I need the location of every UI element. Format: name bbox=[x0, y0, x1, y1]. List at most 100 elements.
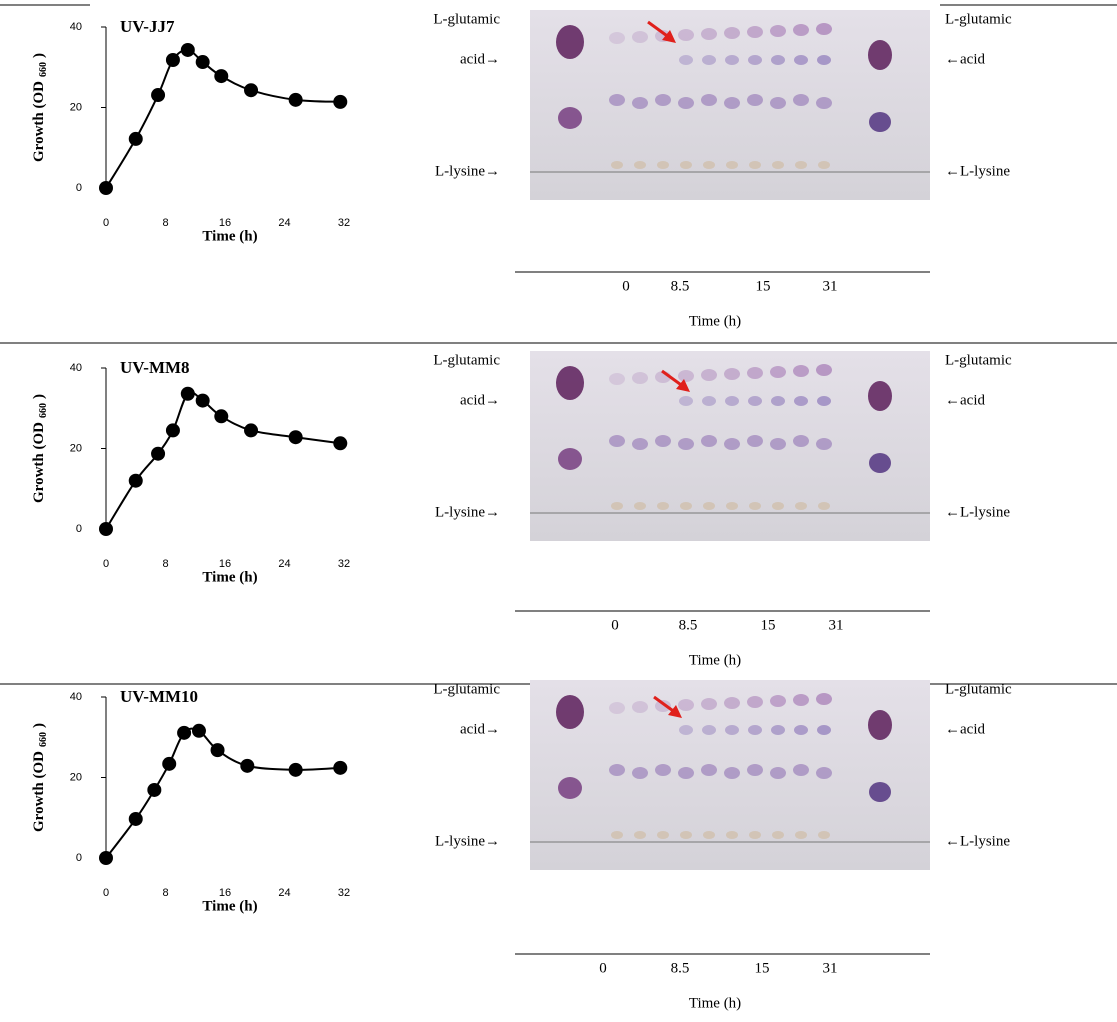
lane-spot bbox=[816, 364, 832, 376]
standard-spot bbox=[869, 782, 891, 802]
lane-spot bbox=[702, 725, 716, 735]
lane-spot bbox=[817, 55, 831, 65]
data-point bbox=[240, 758, 255, 773]
y-tick-label: 0 bbox=[76, 523, 82, 535]
data-point bbox=[180, 42, 195, 57]
data-point bbox=[288, 92, 303, 107]
data-point bbox=[195, 393, 210, 408]
data-point bbox=[99, 522, 113, 536]
data-point bbox=[177, 725, 192, 740]
lane-spot bbox=[609, 702, 625, 714]
x-tick-label: 32 bbox=[338, 558, 350, 570]
lane-spot bbox=[701, 698, 717, 710]
lane-spot bbox=[793, 694, 809, 706]
lane-spot bbox=[793, 764, 809, 776]
tlc-right-label: L-glutamic bbox=[945, 11, 1012, 27]
lane-spot bbox=[632, 97, 648, 109]
data-point bbox=[244, 423, 259, 438]
chart-title: UV-JJ7 bbox=[120, 17, 175, 36]
standard-spot bbox=[868, 40, 892, 70]
lane-spot bbox=[794, 55, 808, 65]
standard-spot bbox=[558, 448, 582, 470]
lane-spot bbox=[795, 502, 807, 510]
y-tick-label: 20 bbox=[70, 771, 82, 783]
lane-spot bbox=[770, 767, 786, 779]
standard-spot bbox=[869, 453, 891, 473]
data-point bbox=[162, 756, 177, 771]
x-tick-label: 16 bbox=[219, 217, 231, 229]
lane-spot bbox=[793, 435, 809, 447]
y-axis-label-sub: 660 bbox=[38, 403, 49, 418]
standard-spot bbox=[558, 777, 582, 799]
lane-spot bbox=[609, 764, 625, 776]
lane-spot bbox=[818, 831, 830, 839]
tlc-left-label: L-glutamic bbox=[433, 681, 500, 697]
x-axis-label: Time (h) bbox=[202, 228, 257, 244]
tlc-right-label: L-glutamic bbox=[945, 681, 1012, 697]
lane-spot bbox=[747, 26, 763, 38]
lane-spot bbox=[701, 94, 717, 106]
lane-spot bbox=[609, 94, 625, 106]
y-axis-label-end: ) bbox=[31, 53, 47, 58]
time-tick-label: 15 bbox=[755, 960, 770, 976]
data-point bbox=[128, 131, 143, 146]
lane-spot bbox=[816, 97, 832, 109]
x-tick-label: 0 bbox=[103, 558, 109, 570]
lane-spot bbox=[771, 396, 785, 406]
time-axis-label: Time (h) bbox=[689, 652, 741, 668]
lane-spot bbox=[634, 831, 646, 839]
lane-spot bbox=[655, 764, 671, 776]
tlc-left-label: acid→ bbox=[460, 51, 500, 67]
lane-spot bbox=[655, 700, 671, 712]
data-point bbox=[210, 743, 225, 758]
lane-spot bbox=[657, 831, 669, 839]
x-tick-label: 32 bbox=[338, 887, 350, 899]
data-point bbox=[333, 760, 348, 775]
x-tick-label: 24 bbox=[278, 558, 290, 570]
data-point bbox=[214, 69, 229, 84]
lane-spot bbox=[632, 438, 648, 450]
lane-spot bbox=[770, 25, 786, 37]
lane-spot bbox=[748, 725, 762, 735]
highlight-arrowhead bbox=[676, 379, 690, 392]
x-axis-label: Time (h) bbox=[202, 569, 257, 585]
lane-spot bbox=[749, 831, 761, 839]
lane-spot bbox=[770, 366, 786, 378]
data-point bbox=[99, 181, 113, 195]
lane-spot bbox=[724, 697, 740, 709]
data-point bbox=[333, 436, 348, 451]
lane-spot bbox=[657, 161, 669, 169]
lane-spot bbox=[770, 695, 786, 707]
lane-spot bbox=[772, 831, 784, 839]
lane-spot bbox=[793, 365, 809, 377]
lane-spot bbox=[817, 725, 831, 735]
x-tick-label: 16 bbox=[219, 558, 231, 570]
data-point bbox=[214, 409, 229, 424]
series-line bbox=[105, 48, 341, 189]
data-point bbox=[288, 430, 303, 445]
x-axis-label: Time (h) bbox=[202, 898, 257, 914]
highlight-arrowhead bbox=[668, 705, 682, 718]
y-axis-label: Growth (OD 660) bbox=[31, 394, 49, 503]
data-point bbox=[147, 782, 162, 797]
lane-spot bbox=[609, 435, 625, 447]
data-point bbox=[128, 811, 143, 826]
data-point bbox=[151, 446, 166, 461]
time-tick-label: 0 bbox=[611, 617, 619, 633]
y-axis-label-text: Growth (OD bbox=[31, 81, 47, 162]
lane-spot bbox=[678, 29, 694, 41]
lane-spot bbox=[679, 55, 693, 65]
tlc-left-label: L-lysine→ bbox=[435, 833, 500, 849]
lane-spot bbox=[632, 701, 648, 713]
lane-spot bbox=[747, 94, 763, 106]
lane-spot bbox=[609, 373, 625, 385]
lane-spot bbox=[611, 831, 623, 839]
tlc-right-label: ←L-lysine bbox=[945, 504, 1010, 520]
time-tick-label: 8.5 bbox=[671, 960, 690, 976]
lane-spot bbox=[724, 438, 740, 450]
lane-spot bbox=[724, 97, 740, 109]
lane-spot bbox=[770, 97, 786, 109]
lane-spot bbox=[701, 28, 717, 40]
tlc-right-label: ←L-lysine bbox=[945, 833, 1010, 849]
tlc-right-label: ←acid bbox=[945, 721, 985, 737]
